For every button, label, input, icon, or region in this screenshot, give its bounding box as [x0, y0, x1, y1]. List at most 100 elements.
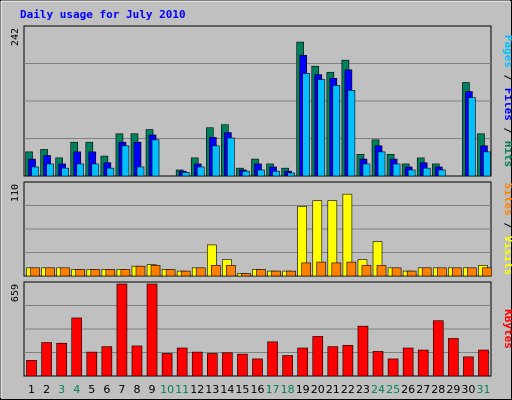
bar-sites-day-23	[361, 265, 372, 277]
bar-pages-day-22	[347, 90, 356, 177]
y-max-label: 242	[10, 28, 21, 46]
day-label-12: 12	[190, 383, 204, 396]
bar-kbytes-day-26	[402, 347, 414, 377]
bar-pages-day-18	[287, 172, 295, 177]
day-label-11: 11	[175, 383, 189, 396]
bar-sites-day-30	[467, 267, 477, 277]
bar-kbytes-day-12	[191, 351, 203, 377]
bar-kbytes-day-22	[342, 344, 354, 377]
bar-kbytes-day-6	[101, 346, 113, 377]
bar-sites-day-16	[256, 269, 266, 277]
day-labels: 1 2 3 4 5 6 7 8 9 10 11 12 13 14 15 16 17 18 19 20 21 22 23 24 2…	[28, 383, 490, 396]
bar-pages-day-19	[302, 73, 310, 177]
day-label-29: 29	[446, 383, 460, 396]
day-label-16: 16	[251, 383, 265, 396]
bar-sites-day-6	[105, 269, 116, 277]
day-label-19: 19	[296, 383, 310, 396]
bar-kbytes-day-7	[116, 283, 128, 377]
panel-1: 242 Pages / Files / Hits	[10, 25, 512, 177]
day-label-5: 5	[88, 383, 95, 396]
bar-kbytes-day-17	[267, 341, 278, 377]
bar-pages-day-2	[46, 163, 54, 177]
bar-sites-day-13	[211, 265, 221, 277]
day-label-20: 20	[311, 383, 325, 396]
bar-kbytes-day-27	[417, 349, 429, 377]
day-label-1: 1	[28, 383, 35, 396]
bar-kbytes-day-3	[56, 342, 67, 377]
bar-sites-day-11	[180, 270, 191, 277]
bar-kbytes-day-4	[71, 317, 83, 377]
bar-pages-day-6	[106, 167, 115, 177]
bar-pages-day-31	[483, 151, 491, 177]
bar-kbytes-day-9	[146, 283, 158, 377]
day-label-6: 6	[103, 383, 110, 396]
bar-pages-day-28	[437, 169, 446, 177]
panel-3: 659 KBytes	[10, 281, 512, 377]
bar-pages-day-8	[136, 166, 145, 177]
bar-sites-day-4	[75, 269, 86, 277]
axis-title: KBytes	[502, 309, 512, 349]
day-label-31: 31	[476, 383, 490, 396]
bar-pages-day-17	[272, 170, 280, 177]
axis-title-part: /	[502, 216, 512, 236]
bar-sites-day-15	[241, 273, 251, 277]
bar-pages-day-15	[242, 170, 250, 177]
bar-sites-day-1	[30, 267, 40, 277]
bar-sites-day-24	[376, 265, 387, 277]
bar-sites-day-8	[135, 265, 146, 277]
bar-kbytes-day-31	[478, 349, 489, 377]
bar-sites-day-26	[406, 270, 417, 277]
bar-kbytes-day-30	[463, 356, 474, 377]
bar-pages-day-12	[196, 166, 205, 177]
bar-sites-day-21	[331, 262, 342, 277]
bar-kbytes-day-10	[161, 353, 173, 377]
bar-pages-day-7	[121, 145, 130, 177]
bar-sites-day-7	[120, 269, 131, 277]
day-label-22: 22	[341, 383, 355, 396]
bar-sites-day-5	[90, 269, 101, 277]
axis-title-part: Files	[502, 88, 512, 121]
day-label-4: 4	[73, 383, 80, 396]
axis-title-part: Sites	[502, 183, 512, 216]
bar-sites-day-29	[452, 267, 462, 277]
axis-title: Pages / Files / Hits	[502, 35, 512, 168]
bar-pages-day-20	[317, 79, 326, 177]
day-label-27: 27	[416, 383, 430, 396]
bar-kbytes-day-8	[131, 345, 143, 377]
day-label-21: 21	[326, 383, 340, 396]
bar-sites-day-9	[150, 265, 161, 277]
day-label-2: 2	[43, 383, 50, 396]
bar-sites-day-31	[482, 267, 492, 277]
bar-pages-day-1	[31, 166, 39, 177]
bar-kbytes-day-25	[387, 358, 399, 377]
day-label-25: 25	[386, 383, 400, 396]
day-label-28: 28	[431, 383, 445, 396]
chart-title: Daily usage for July 2010	[20, 8, 186, 21]
bar-kbytes-day-19	[297, 347, 308, 377]
bar-sites-day-20	[316, 261, 327, 277]
bar-sites-day-2	[45, 267, 55, 277]
bar-sites-day-28	[436, 267, 447, 277]
bar-pages-day-9	[151, 139, 160, 177]
day-label-23: 23	[356, 383, 370, 396]
bar-sites-day-18	[286, 270, 296, 277]
day-label-7: 7	[118, 383, 125, 396]
bar-kbytes-day-5	[86, 351, 98, 377]
bar-kbytes-day-14	[222, 352, 233, 377]
day-label-24: 24	[371, 383, 385, 396]
bar-kbytes-day-11	[176, 347, 188, 377]
panel-2: 110 Sites / Visits	[10, 181, 512, 277]
day-label-3: 3	[58, 383, 65, 396]
bar-pages-day-30	[468, 97, 476, 177]
bar-pages-day-27	[422, 167, 431, 177]
axis-title: Sites / Visits	[502, 183, 512, 276]
day-label-10: 10	[160, 383, 174, 396]
axis-title-part: /	[502, 121, 512, 141]
bar-pages-day-16	[257, 169, 265, 177]
day-label-14: 14	[220, 383, 234, 396]
day-label-18: 18	[281, 383, 295, 396]
axis-title-part: Visits	[502, 236, 512, 276]
bar-pages-day-14	[227, 137, 235, 177]
bar-sites-day-17	[271, 270, 281, 277]
bar-kbytes-day-28	[432, 320, 444, 377]
